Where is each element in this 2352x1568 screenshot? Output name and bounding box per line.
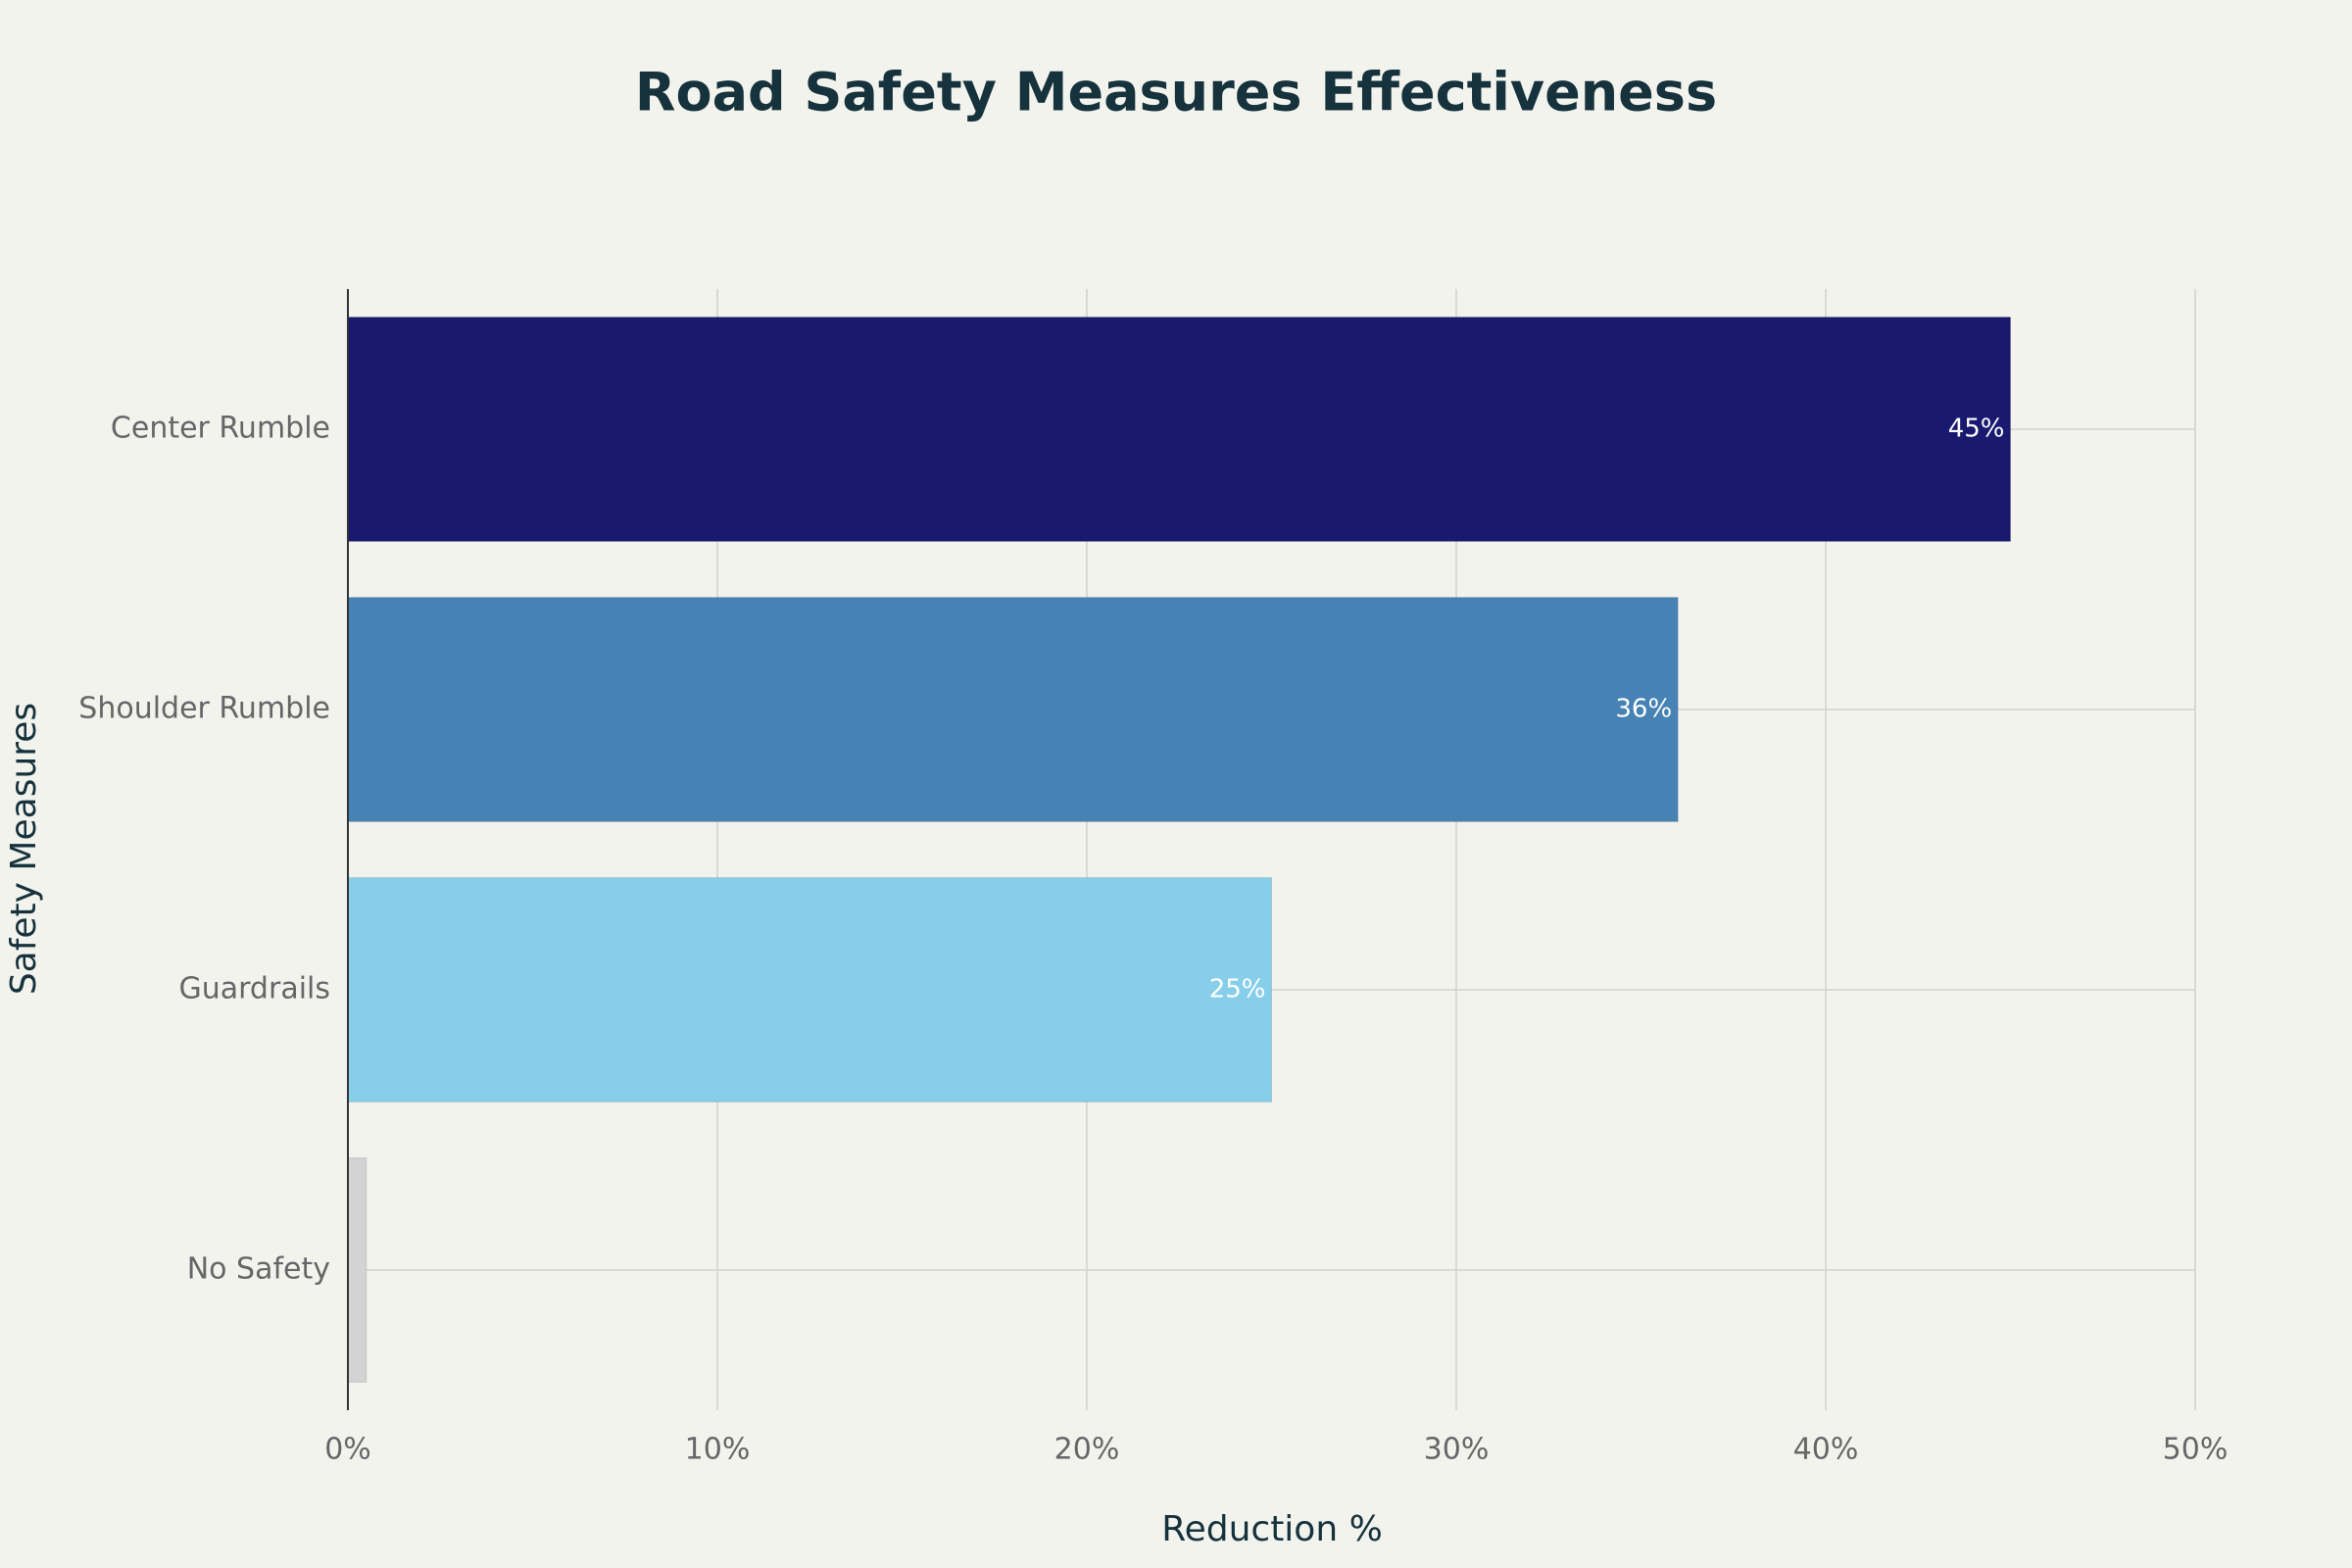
x-tick-label: 50% [2163,1433,2229,1467]
x-axis-title: Reduction % [1161,1509,1383,1549]
chart-title: Road Safety Measures Effectiveness [635,62,1717,123]
y-tick-label: Shoulder Rumble [78,692,330,726]
x-tick-label: 0% [324,1433,371,1467]
value-label: 36% [1615,695,1672,724]
value-label: 45% [1948,415,2005,444]
y-tick-label: No Safety [187,1252,330,1287]
x-tick-label: 10% [685,1433,751,1467]
bar [347,317,2011,542]
bar [347,597,1679,822]
x-tick-label: 30% [1424,1433,1490,1467]
y-axis-title: Safety Measures [4,703,44,995]
bar [347,877,1272,1102]
y-tick-label: Center Rumble [111,412,330,446]
y-tick-label: Guardrails [178,972,330,1006]
bar [347,1157,368,1383]
x-tick-label: 20% [1054,1433,1120,1467]
x-tick-label: 40% [1793,1433,1859,1467]
value-label: 25% [1209,975,1266,1004]
bars: 45% 36% 25% [347,317,2011,1383]
